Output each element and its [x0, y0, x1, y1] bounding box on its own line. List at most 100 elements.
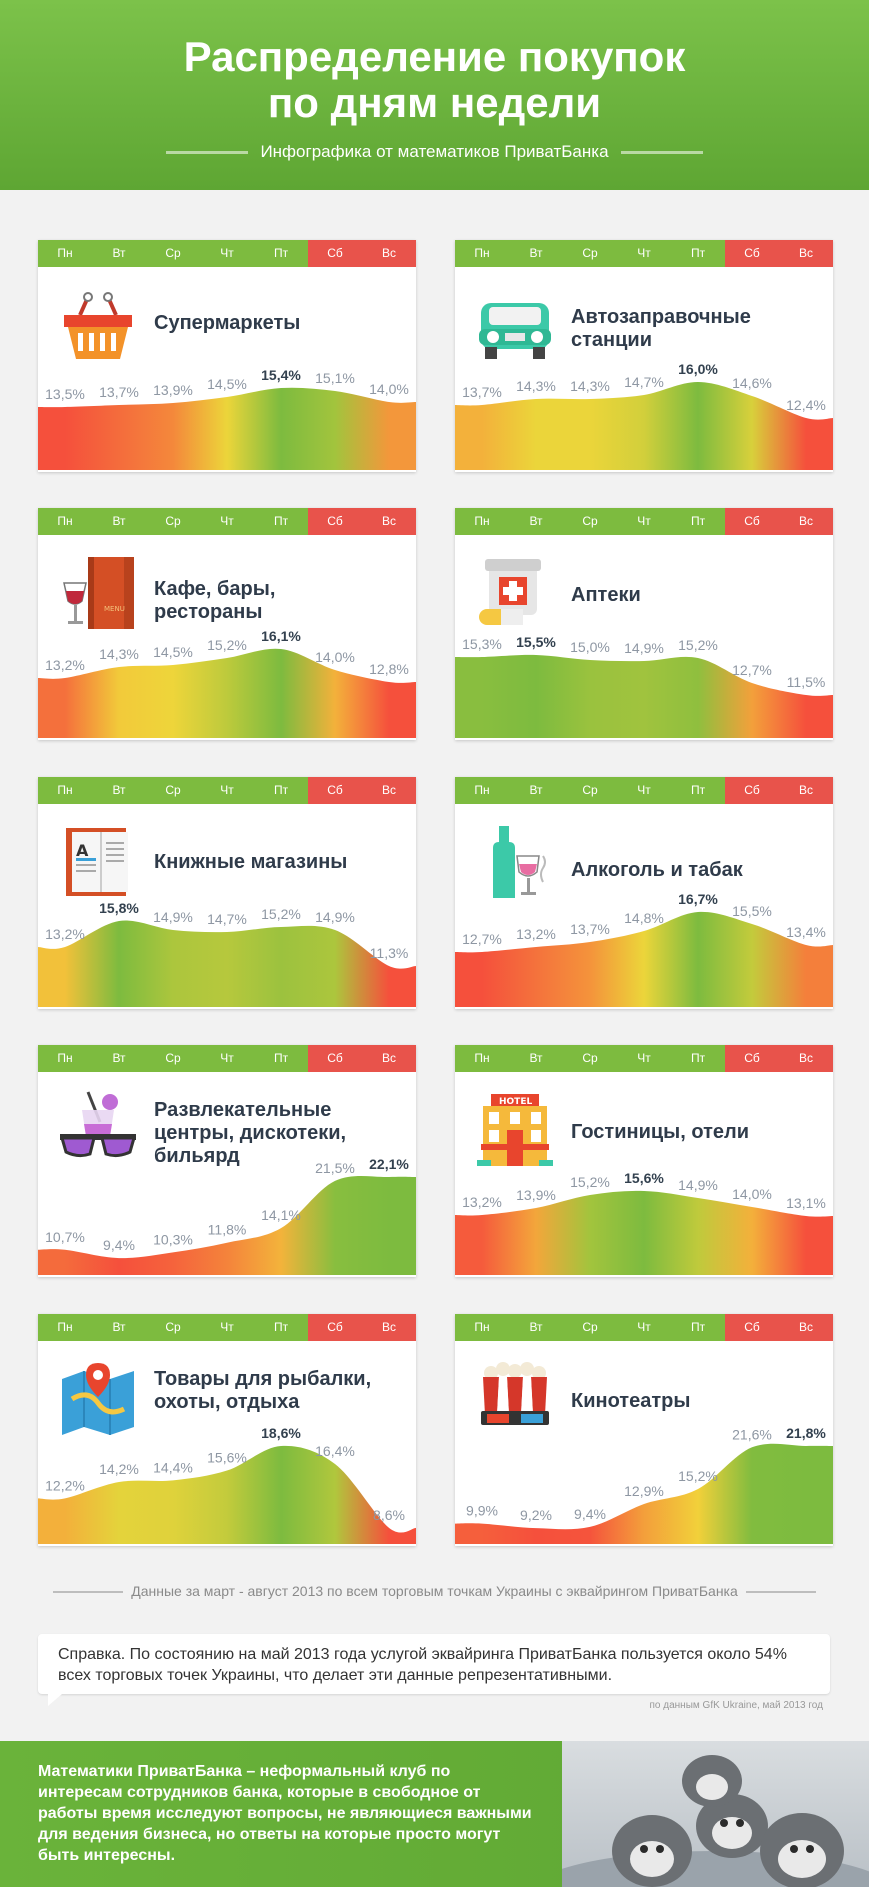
category-title: Аптеки [571, 584, 641, 606]
day-label: Пн [455, 240, 509, 267]
data-label: 16,4% [315, 1443, 355, 1459]
data-label: 14,0% [732, 1186, 772, 1202]
subtitle-text: Инфографика от математиков ПриватБанка [260, 142, 609, 161]
day-label: Чт [200, 777, 254, 804]
series-area [38, 387, 416, 470]
series-area [455, 1190, 833, 1275]
day-label: Чт [200, 240, 254, 267]
data-label: 14,3% [516, 378, 556, 394]
day-label: Ср [146, 508, 200, 535]
day-label: Пн [38, 1045, 92, 1072]
day-label: Ср [146, 777, 200, 804]
series-area [455, 1443, 833, 1544]
data-label: 15,2% [261, 906, 301, 922]
basket-icon [58, 285, 138, 365]
day-label: Пт [671, 240, 725, 267]
data-label: 8,6% [373, 1507, 405, 1523]
svg-text:A: A [76, 841, 89, 860]
chart-card: Пн Вт Ср Чт Пт Сб Вс 12,7% 13,2% 13,7% 14,8% 16,7% 1… [455, 777, 833, 1009]
data-label: 14,4% [153, 1459, 193, 1475]
day-label: Пт [671, 777, 725, 804]
category-title: Кафе, бары, рестораны [154, 578, 276, 623]
series-area [455, 654, 833, 738]
footer: Математики ПриватБанка – неформальный кл… [0, 1741, 869, 1887]
day-label: Сб [725, 240, 779, 267]
data-label: 14,7% [624, 374, 664, 390]
data-label: 14,2% [99, 1461, 139, 1477]
data-label: 10,7% [45, 1229, 85, 1245]
weekday-header: Пн Вт Ср Чт Пт Сб Вс [38, 508, 416, 535]
day-label: Ср [146, 1314, 200, 1341]
day-label: Пт [254, 1314, 308, 1341]
day-label: Сб [725, 1045, 779, 1072]
data-label: 15,3% [462, 636, 502, 652]
category-title: Автозаправочные станции [571, 306, 751, 351]
data-label: 14,1% [261, 1207, 301, 1223]
data-label: 15,2% [207, 637, 247, 653]
data-label: 14,5% [153, 644, 193, 660]
day-label: Пт [254, 240, 308, 267]
chart-card: Пн Вт Ср Чт Пт Сб Вс 13,5% 13,7% 13,9% 14,5% 15,4% 1… [38, 240, 416, 472]
series-area [455, 381, 833, 470]
data-label: 21,5% [315, 1160, 355, 1176]
chart-card: Пн Вт Ср Чт Пт Сб Вс 13,7% 14,3% 14,3% 14,7% 16,0% 1… [455, 240, 833, 472]
data-label: 12,4% [786, 397, 826, 413]
data-label: 9,4% [574, 1506, 606, 1522]
title-line-1: Распределение покупок [183, 33, 686, 80]
data-label: 13,7% [99, 384, 139, 400]
weekday-header: Пн Вт Ср Чт Пт Сб Вс [38, 240, 416, 267]
day-label: Пн [38, 508, 92, 535]
data-label: 14,9% [315, 909, 355, 925]
data-label: 10,3% [153, 1231, 193, 1247]
area-chart: 15,3% 15,5% 15,0% 14,9% 15,2% 12,7% 11,5% [455, 634, 833, 738]
category-title: Гостиницы, отели [571, 1121, 750, 1143]
book-icon: A [58, 822, 138, 902]
data-label: 15,5% [732, 903, 772, 919]
data-label: 14,3% [570, 378, 610, 394]
data-label: 12,2% [45, 1477, 85, 1493]
day-label: Пн [455, 1045, 509, 1072]
weekday-header: Пн Вт Ср Чт Пт Сб Вс [38, 1314, 416, 1341]
day-label: Чт [200, 1045, 254, 1072]
data-label: 13,4% [786, 924, 826, 940]
category-title: Товары для рыбалки, охоты, отдыха [154, 1368, 372, 1413]
chart-card: Пн Вт Ср Чт Пт Сб Вс 9,9% 9,2% 9,4% 12,9% 15,2% 21,6… [455, 1314, 833, 1546]
data-label: 14,0% [369, 381, 409, 397]
data-label: 14,6% [732, 375, 772, 391]
data-label: 15,2% [678, 1468, 718, 1484]
weekday-header: Пн Вт Ср Чт Пт Сб Вс [455, 1314, 833, 1341]
weekday-header: Пн Вт Ср Чт Пт Сб Вс [455, 240, 833, 267]
area-chart: 9,9% 9,2% 9,4% 12,9% 15,2% 21,6% 21,8% [455, 1425, 833, 1544]
day-label: Сб [725, 777, 779, 804]
day-label: Сб [308, 508, 362, 535]
area-chart: 10,7% 9,4% 10,3% 11,8% 14,1% 21,5% 22,1% [38, 1156, 416, 1275]
reference-box: Справка. По состоянию на май 2013 года у… [38, 1634, 830, 1694]
pharmacy-icon [475, 553, 555, 633]
day-label: Ср [563, 1045, 617, 1072]
area-chart: 12,7% 13,2% 13,7% 14,8% 16,7% 15,5% 13,4% [455, 891, 833, 1007]
data-label: 9,4% [103, 1237, 135, 1253]
chart-card: Пн Вт Ср Чт Пт Сб Вс HOTEL 13,2% 13,9% 15,2% 15,6% 1… [455, 1045, 833, 1277]
day-label: Чт [617, 1314, 671, 1341]
day-label: Вт [92, 240, 146, 267]
data-label: 13,9% [153, 382, 193, 398]
area-chart: 13,2% 14,3% 14,5% 15,2% 16,1% 14,0% 12,8% [38, 628, 416, 738]
weekday-header: Пн Вт Ср Чт Пт Сб Вс [38, 1045, 416, 1072]
reference-text: Справка. По состоянию на май 2013 года у… [58, 1646, 787, 1684]
menu-icon: MENU [58, 553, 138, 633]
data-label: 14,9% [153, 909, 193, 925]
day-label: Пт [254, 1045, 308, 1072]
kittens-photo [562, 1741, 869, 1887]
chart-card: Пн Вт Ср Чт Пт Сб Вс 15,3% 15,5% 15,0% 14,9% 15,2% 1… [455, 508, 833, 740]
chart-card: Пн Вт Ср Чт Пт Сб Вс MENU 13,2% 14,3% 14,5% 15,2% 16… [38, 508, 416, 740]
data-label: 15,0% [570, 639, 610, 655]
footer-text: Математики ПриватБанка – неформальный кл… [38, 1763, 532, 1864]
chart-card: Пн Вт Ср Чт Пт Сб Вс 10,7% 9,4% 10,3% 11,8% 14,1% 21… [38, 1045, 416, 1277]
weekday-header: Пн Вт Ср Чт Пт Сб Вс [455, 1045, 833, 1072]
data-label: 14,9% [624, 640, 664, 656]
day-label: Вс [362, 1314, 416, 1341]
category-title: Книжные магазины [154, 851, 348, 873]
weekday-header: Пн Вт Ср Чт Пт Сб Вс [455, 777, 833, 804]
day-label: Чт [617, 508, 671, 535]
day-label: Сб [725, 1314, 779, 1341]
